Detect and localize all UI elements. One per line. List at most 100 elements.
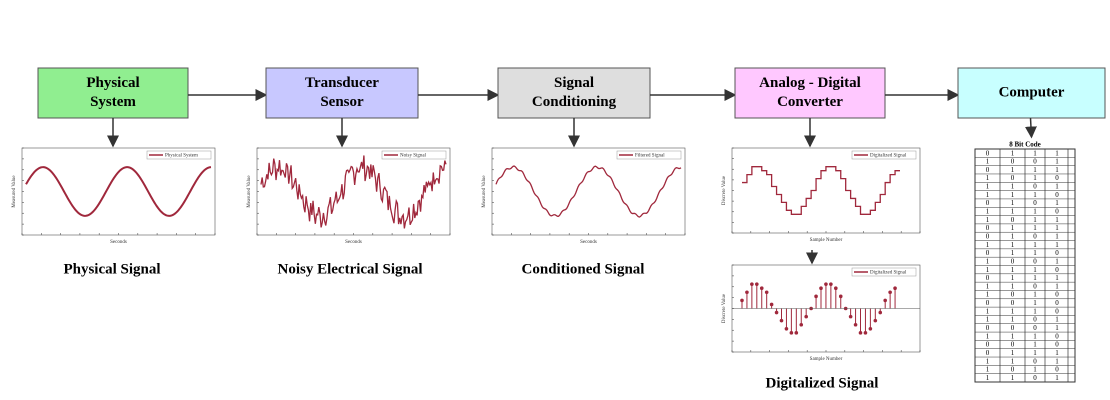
stem-dot [750,282,754,286]
node-label: Transducer [305,75,379,91]
table-cell: 0 [1011,158,1015,166]
stem-dot [740,298,744,303]
plot-frame [21,147,216,236]
table-cell: 1 [1055,216,1059,224]
table-title: 8 Bit Code [1009,141,1041,149]
table-cell: 1 [1055,149,1059,157]
node-box [734,67,886,119]
table-cell: 1 [1055,224,1059,232]
node-label: Sensor [320,94,364,110]
stem-dot [868,327,873,331]
stem-dot [873,318,878,323]
node-label: Signal [554,75,594,91]
table-cell: 1 [1033,216,1037,224]
table-cell: 1 [1033,291,1037,299]
node-label: System [90,94,136,110]
node-label: Converter [777,94,843,110]
table-cell: 1 [1055,316,1059,324]
table-cell: 0 [1011,257,1015,265]
stem-dot [779,318,784,323]
legend-text: Digitalized Signal [870,154,907,159]
plot: Digitalized Signal Discrete Value Sample N… [722,147,921,243]
table-cell: 1 [986,191,990,199]
legend-box [616,150,682,160]
table-cell: 1 [1033,174,1037,182]
node-label: Computer [999,84,1065,100]
table-cell: 0 [1055,249,1059,257]
table-cell: 1 [1055,257,1059,265]
plot: Noisy Signal Measured Value Seconds [247,147,451,245]
table-cell: 1 [1033,274,1037,282]
table-cell: 1 [1033,341,1037,349]
stem-dot [819,286,823,291]
table-cell: 0 [1055,341,1059,349]
table-cell: 0 [1033,232,1037,240]
table-cell: 0 [1011,216,1015,224]
stem-dot [745,290,749,295]
caption: Noisy Electrical Signal [278,261,423,277]
plot: Physical System Measured Value Seconds [12,147,216,245]
plot: Filtered Signal Measured Value Seconds [482,147,686,245]
stem-dot [755,282,759,286]
table-cell: 0 [986,166,990,174]
legend-text: Noisy Signal [400,154,427,159]
table-cell: 1 [986,316,990,324]
table-cell: 0 [986,341,990,349]
table-cell: 1 [1011,266,1015,274]
stem-dot [799,322,804,327]
table-cell: 0 [1033,158,1037,166]
stem-dot [878,310,883,315]
node-label: Physical [86,75,139,91]
node-box [265,67,419,119]
table-cell: 0 [1011,299,1015,307]
waveform [495,165,682,218]
table-cell: 1 [1011,166,1015,174]
stem-dot [853,322,858,327]
table-cell: 1 [986,174,990,182]
table-cell: 0 [1033,357,1037,365]
stem-dot [848,314,853,319]
table-cell: 0 [986,249,990,257]
y-axis-label: Measured Value [482,175,487,208]
table-cell: 1 [986,266,990,274]
table-cell: 1 [1055,374,1059,382]
table-cell: 0 [1055,332,1059,340]
table-cell: 0 [1033,324,1037,332]
table-cell: 0 [1033,374,1037,382]
y-axis-label: Measured Value [12,175,17,208]
table-cell: 1 [1011,241,1015,249]
table-cell: 1 [1011,274,1015,282]
stem-dot [804,314,808,319]
table-cell: 1 [1033,366,1037,374]
legend-box [851,150,917,160]
table-cell: 1 [1011,349,1015,357]
table-cell: 1 [1011,316,1015,324]
table-cell: 1 [1011,232,1015,240]
table-cell: 1 [1055,158,1059,166]
stem-dot [829,282,833,286]
stem-dot [789,331,794,335]
table-cell: 0 [1011,366,1015,374]
legend-box [851,267,917,277]
table-cell: 0 [986,224,990,232]
table-cell: 0 [1011,174,1015,182]
x-axis-label: Sample Number [810,238,843,243]
table-cell: 1 [1011,199,1015,207]
table-cell: 0 [1055,174,1059,182]
table-cell: 1 [1011,149,1015,157]
waveform [25,166,212,217]
stem-dot [834,286,838,291]
stem-dot [784,327,789,331]
stem-dot [858,331,863,335]
table-cell: 1 [1033,166,1037,174]
table-cell: 1 [1055,349,1059,357]
plot-frame [256,147,451,236]
table-cell: 1 [1055,183,1059,191]
stem-dot [764,290,769,295]
waveform [742,166,900,215]
table-cell: 1 [986,374,990,382]
stem-dot [814,294,818,299]
waveform [260,155,447,229]
node-box [37,67,189,119]
